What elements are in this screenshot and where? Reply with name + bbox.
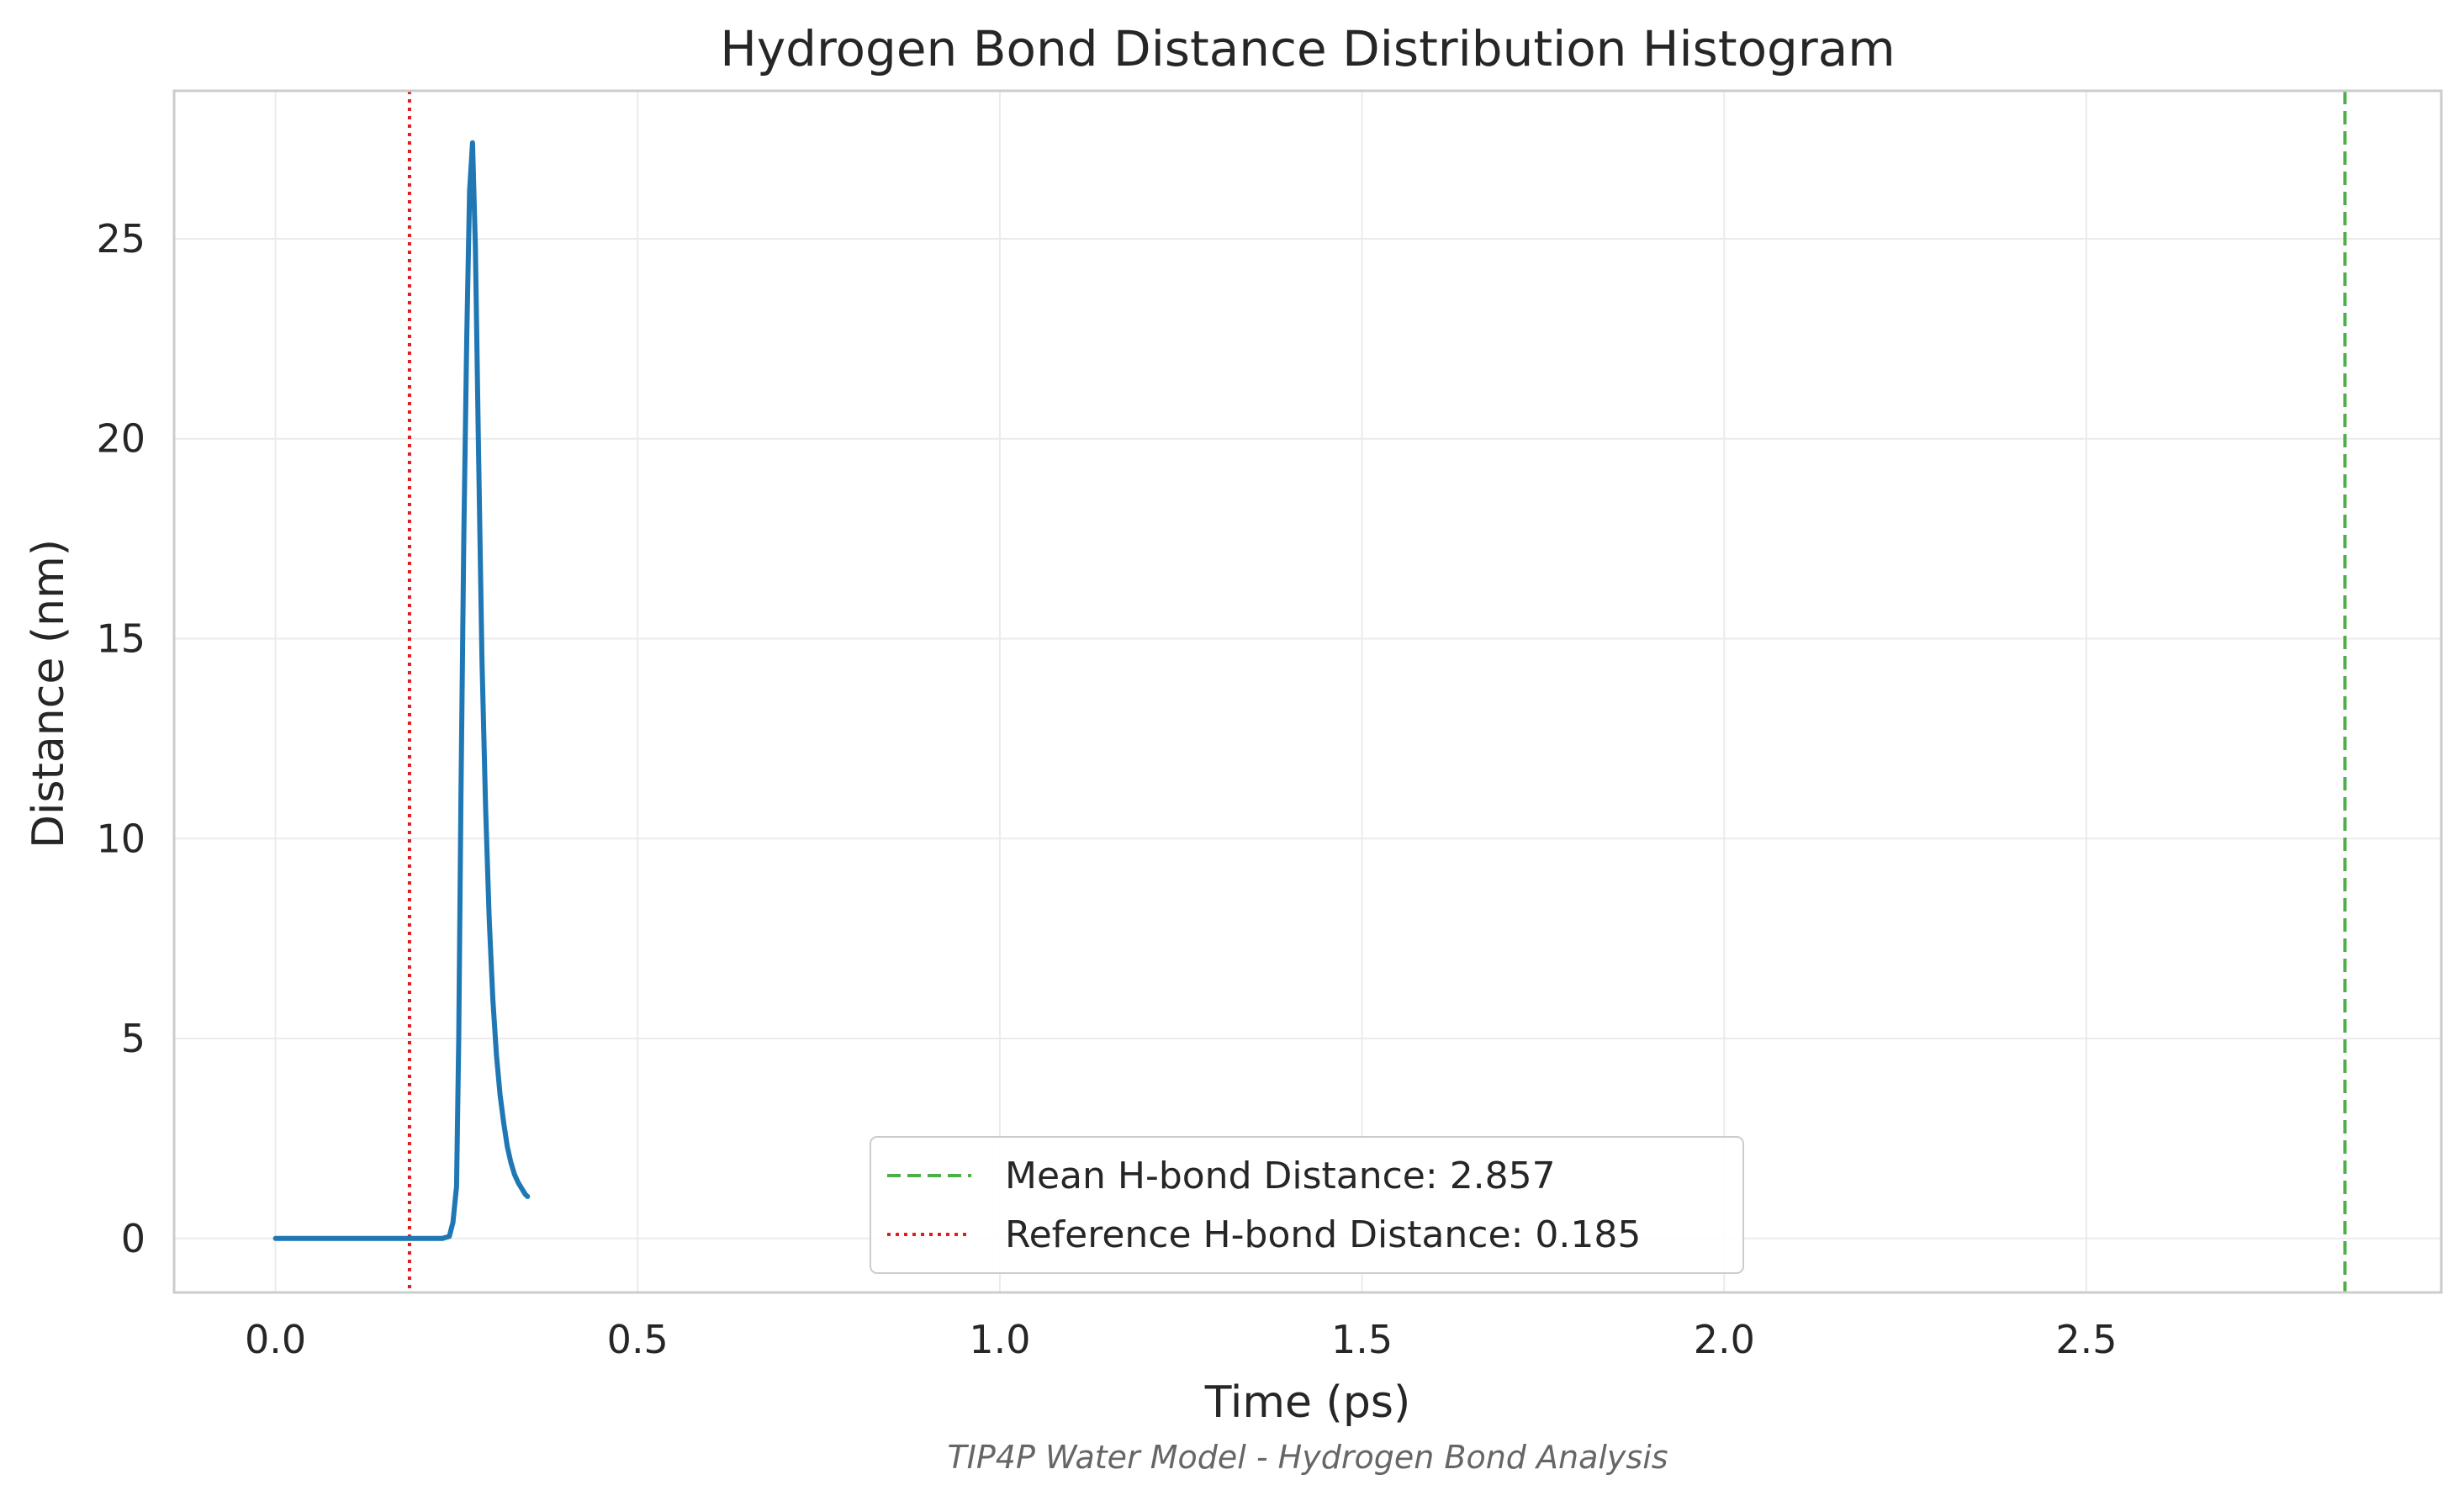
- x-tick-label: 2.0: [1694, 1317, 1755, 1362]
- x-tick-label: 0.0: [245, 1317, 306, 1362]
- y-tick-label: 25: [96, 216, 145, 262]
- y-tick-label: 20: [96, 416, 145, 462]
- x-tick-label: 1.5: [1331, 1317, 1393, 1362]
- x-axis: 0.0 0.5 1.0 1.5 2.0 2.5: [245, 1317, 2118, 1362]
- legend: Mean H-bond Distance: 2.857 Reference H-b…: [870, 1136, 1744, 1274]
- legend-box: [870, 1136, 1744, 1274]
- plot-frame: [172, 89, 2443, 1294]
- y-tick-label: 5: [121, 1016, 145, 1061]
- y-tick-label: 15: [96, 616, 145, 661]
- x-tick-label: 0.5: [607, 1317, 669, 1362]
- plot-area: [272, 91, 2347, 1292]
- x-axis-label: Time (ps): [1204, 1377, 1410, 1428]
- x-tick-label: 1.0: [969, 1317, 1030, 1362]
- y-tick-label: 0: [121, 1216, 145, 1261]
- y-axis: 0 5 10 15 20 25: [96, 216, 145, 1261]
- chart-caption: TIP4P Water Model - Hydrogen Bond Analys…: [947, 1439, 1668, 1476]
- series-line-0: [272, 140, 531, 1241]
- legend-entry-0: Mean H-bond Distance: 2.857: [1005, 1155, 1556, 1197]
- y-tick-label: 10: [96, 816, 145, 861]
- grid: [174, 91, 2441, 1292]
- chart-title: Hydrogen Bond Distance Distribution Hist…: [720, 20, 1896, 77]
- y-axis-label: Distance (nm): [24, 539, 74, 848]
- x-tick-label: 2.5: [2055, 1317, 2117, 1362]
- legend-entry-1: Reference H-bond Distance: 0.185: [1005, 1213, 1641, 1256]
